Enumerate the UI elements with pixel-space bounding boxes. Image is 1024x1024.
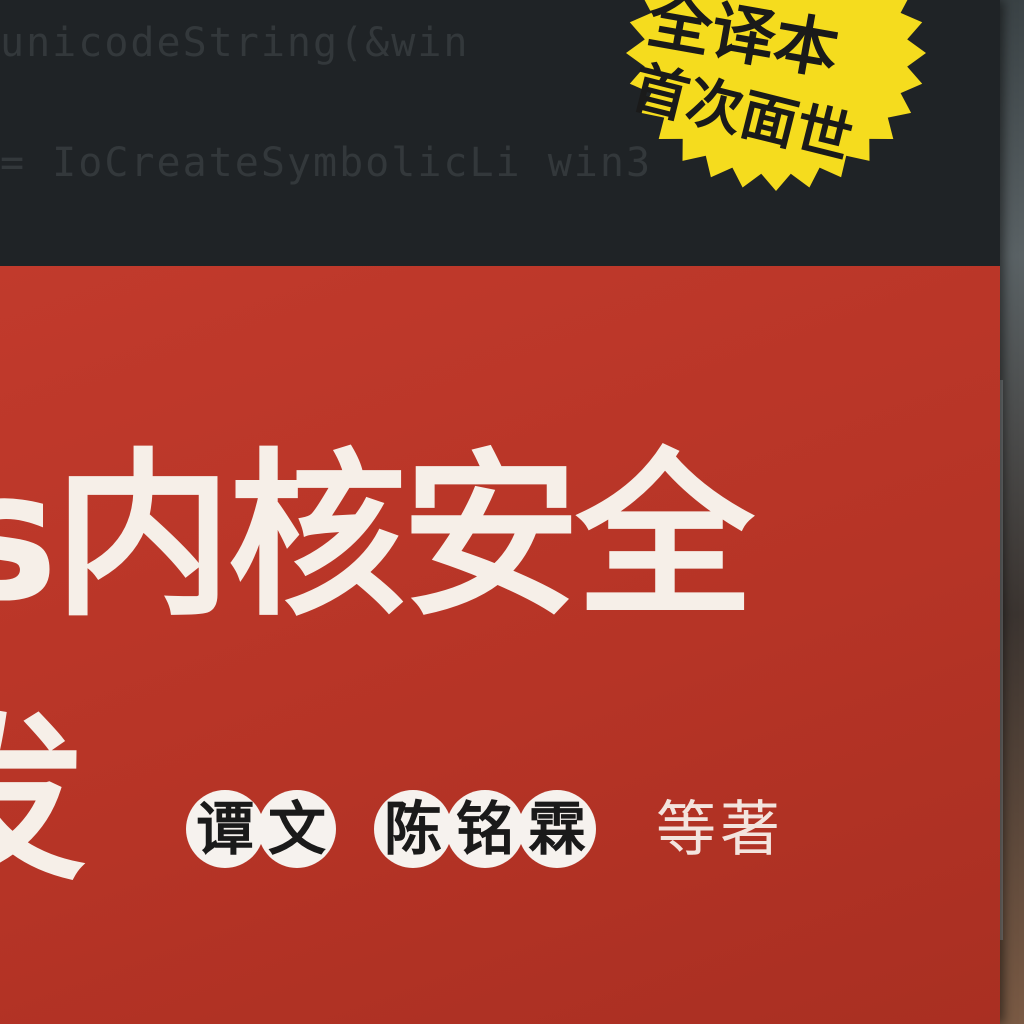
- book-cover: unicodeString(&win = IoCreateSymbolicLi …: [0, 0, 1000, 1024]
- code-line-1: unicodeString(&win: [0, 20, 470, 66]
- author-1: 谭 文: [186, 790, 336, 868]
- background-rail: [1000, 380, 1024, 940]
- cover-red-band: [0, 266, 1000, 1024]
- author-2-char-2: 铭: [446, 790, 524, 868]
- author-1-char-1: 谭: [186, 790, 264, 868]
- author-2-char-3: 霖: [518, 790, 596, 868]
- author-1-char-2: 文: [258, 790, 336, 868]
- starburst-badge: [606, 0, 946, 198]
- title-line-2: 发: [0, 712, 86, 890]
- author-2-char-1: 陈: [374, 790, 452, 868]
- title-line-1: s内核安全: [0, 433, 754, 640]
- starburst-badge-shape: [626, 0, 926, 191]
- code-line-2: = IoCreateSymbolicLi win3: [0, 140, 653, 186]
- author-2: 陈 铭 霖: [374, 790, 596, 868]
- author-credit: 等著: [656, 795, 784, 865]
